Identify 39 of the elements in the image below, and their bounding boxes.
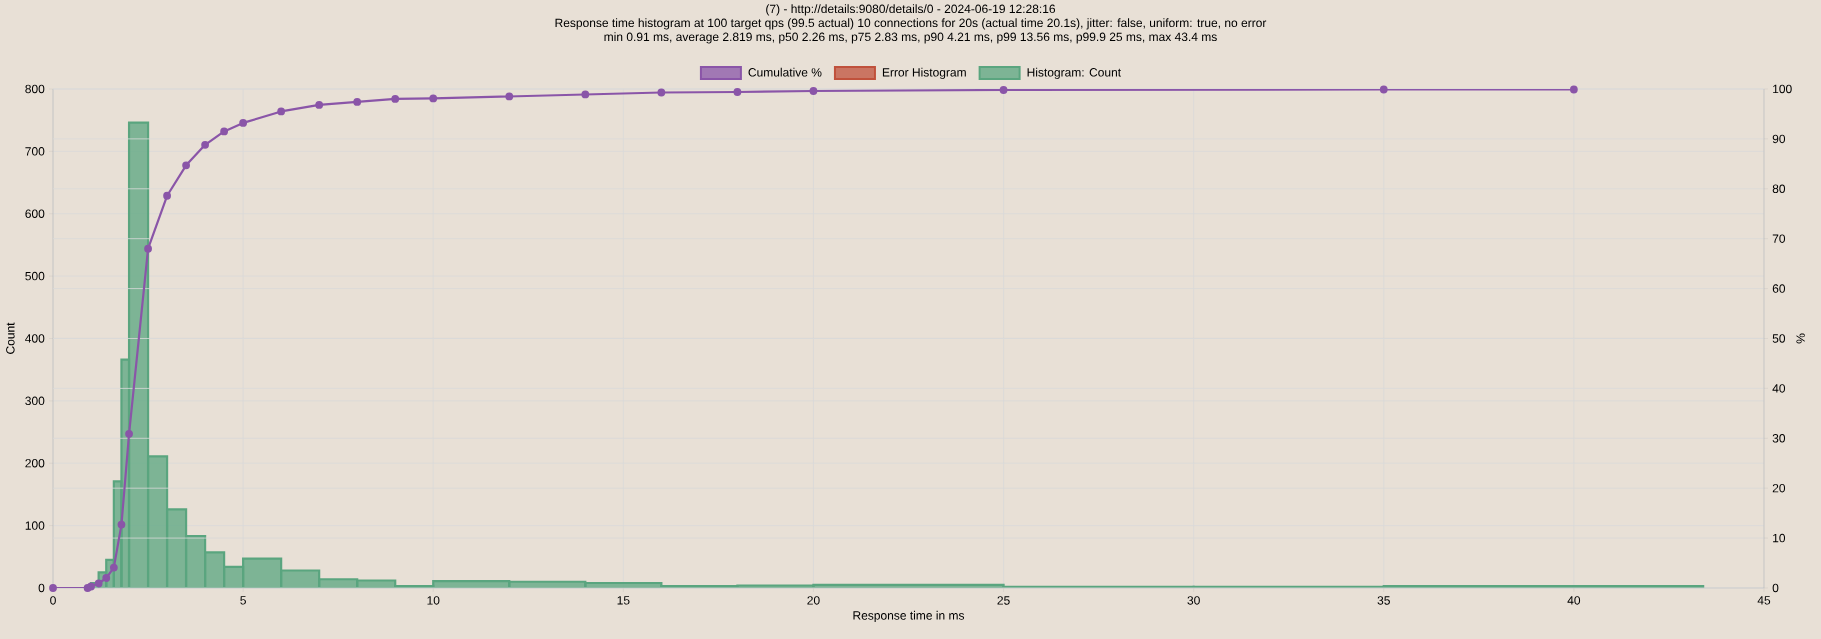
y2-tick-label: 50 xyxy=(1772,334,1786,343)
y-axis-title: Count xyxy=(6,322,15,354)
x-axis-title: Response time in ms xyxy=(853,610,965,623)
y-tick-label: 300 xyxy=(25,396,45,406)
y2-axis-title: % xyxy=(1796,333,1805,344)
y2-tick-label: 20 xyxy=(1772,483,1786,493)
y-tick-label: 500 xyxy=(25,271,45,281)
y-tick-label: 200 xyxy=(25,458,45,468)
y2-tick-label: 0 xyxy=(1772,583,1779,593)
x-tick-label: 15 xyxy=(617,596,630,605)
legend-label: Cumulative % xyxy=(748,67,822,77)
y-tick-label: 400 xyxy=(25,334,45,343)
legend-label: Error Histogram xyxy=(882,67,966,79)
x-tick-label: 0 xyxy=(50,596,56,605)
y-tick-label: 600 xyxy=(25,209,45,218)
y2-tick-label: 70 xyxy=(1772,234,1786,243)
chart-title: (7) - http://details:9080/details/0 - 2024-06-19 12:28:16 xyxy=(766,4,1056,16)
y2-tick-label: 30 xyxy=(1772,434,1786,443)
legend-label: Histogram: Count xyxy=(1027,67,1121,79)
y2-tick-label: 40 xyxy=(1772,384,1786,393)
x-tick-label: 40 xyxy=(1567,596,1581,605)
y-tick-label: 100 xyxy=(25,521,45,530)
y2-tick-label: 60 xyxy=(1772,284,1786,293)
x-tick-label: 5 xyxy=(240,596,246,605)
x-tick-label: 20 xyxy=(807,596,820,605)
x-tick-label: 45 xyxy=(1757,596,1771,605)
x-tick-label: 10 xyxy=(427,596,440,605)
y2-tick-label: 80 xyxy=(1772,184,1786,194)
y-tick-label: 800 xyxy=(25,84,45,94)
y2-tick-label: 100 xyxy=(1773,84,1792,94)
y2-tick-label: 10 xyxy=(1773,533,1786,543)
x-tick-label: 30 xyxy=(1187,596,1200,605)
y-tick-label: 0 xyxy=(38,583,45,593)
y-tick-label: 700 xyxy=(25,147,45,156)
x-tick-label: 35 xyxy=(1377,596,1390,605)
chart-subtitle: Response time histogram at 100 target qps (99.5 actual) 10 connections for 20s (actual time 20.1s), jitter: false, uniform: true, no error xyxy=(555,18,1267,30)
x-tick-label: 25 xyxy=(997,596,1010,605)
y2-tick-label: 90 xyxy=(1772,134,1786,144)
text: min 0.91 ms, average 2.819 ms, p50 2.26 ms, p75 2.83 ms, p90 4.21 ms, p99 13.56 ms, p99.9 25 ms, max 43.4 ms xyxy=(604,32,1217,44)
